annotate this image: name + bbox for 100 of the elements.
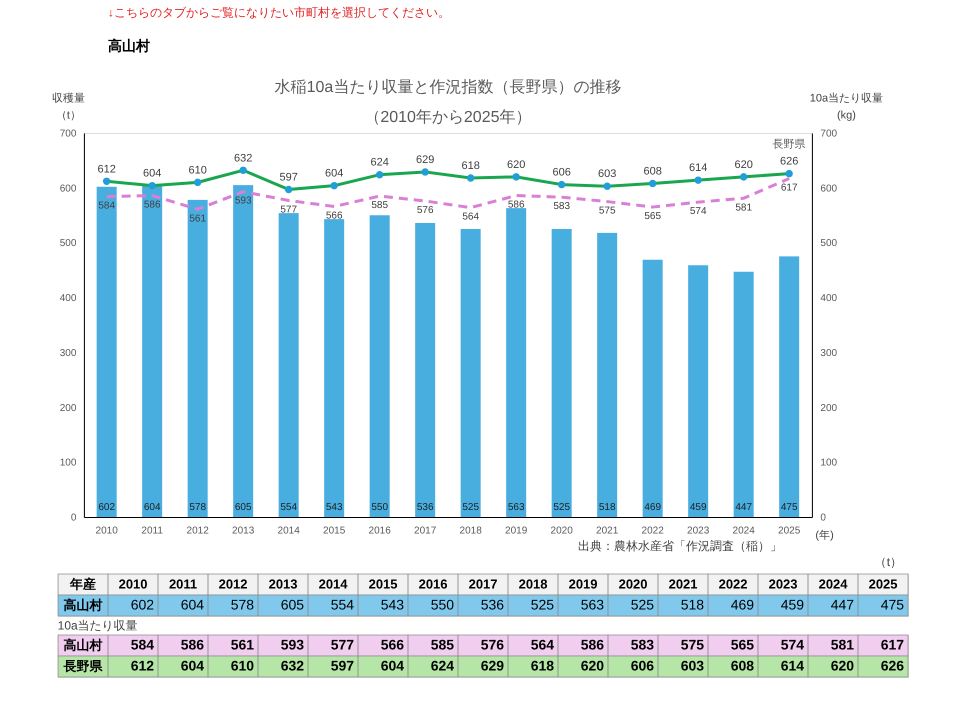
y2-tick-label: 700 [820, 128, 838, 140]
x-tick-label: 2021 [596, 526, 619, 536]
x-tick-label: 2014 [318, 576, 348, 592]
data-label: 543 [326, 502, 343, 513]
x-tick-label: 2021 [668, 576, 698, 592]
data-label: 565 [644, 211, 662, 222]
y-tick-label: 高山村 [64, 638, 103, 652]
data-label: 629 [416, 154, 434, 166]
bar [688, 265, 708, 517]
data-label: 620 [580, 658, 604, 674]
data-label: 536 [480, 596, 504, 612]
data-label: 610 [188, 164, 207, 176]
bar [142, 186, 162, 517]
x-tick-label: 2018 [518, 576, 548, 592]
x-tick-label: 2020 [618, 576, 648, 592]
y-tick-label: 200 [60, 402, 77, 414]
data-label: 578 [189, 502, 206, 513]
bar [734, 272, 754, 517]
data-label: 605 [234, 502, 252, 513]
bar [415, 222, 436, 517]
data-label: 574 [780, 636, 804, 652]
x-tick-label: 2025 [778, 526, 801, 536]
data-label: 576 [416, 205, 434, 216]
data-label: 597 [279, 172, 298, 184]
x-tick-label: 2011 [141, 526, 164, 536]
bar [552, 229, 572, 517]
bar [460, 229, 481, 517]
y-tick-label: 700 [60, 128, 77, 140]
point [694, 176, 702, 184]
data-label: 518 [598, 502, 616, 513]
data-label: 518 [680, 596, 704, 612]
point [102, 178, 110, 185]
bar [506, 208, 526, 517]
data-label: 447 [735, 502, 752, 513]
data-label: 626 [880, 658, 904, 674]
y-tick-label: 400 [60, 293, 77, 304]
bar [779, 256, 800, 517]
y2-tick-label: 100 [820, 458, 838, 469]
data-label: 536 [416, 502, 434, 513]
data-label: 565 [730, 636, 754, 652]
x-axis-title: (年) [815, 530, 834, 542]
point [239, 166, 247, 174]
text: ↓こちらのタブからご覧になりたい市町村を選択してください。 [108, 6, 450, 20]
data-label: 603 [598, 168, 616, 180]
x-tick-label: 2020 [550, 526, 574, 536]
x-tick-label: 2025 [868, 576, 898, 592]
x-tick-label: 2012 [186, 526, 210, 536]
x-tick-label: 2014 [278, 526, 300, 536]
x-tick-label: 2015 [368, 576, 398, 592]
chart-title: 水稲10a当たり収量と作況指数（長野県）の推移 [274, 78, 622, 96]
x-tick-label: 2012 [218, 576, 248, 592]
data-label: 612 [97, 163, 116, 176]
text: 長野県 [772, 138, 806, 151]
y2-tick-label: 0 [820, 512, 826, 524]
bar [188, 200, 208, 517]
x-tick-label: 2017 [414, 526, 437, 536]
data-label: 606 [552, 166, 571, 179]
data-label: 602 [130, 596, 154, 612]
y-tick-label: 100 [60, 458, 77, 469]
bar [233, 185, 254, 517]
data-label: 469 [644, 502, 662, 513]
chart-title: 10a当たり収量 [58, 618, 138, 633]
data-label: 586 [180, 636, 204, 652]
point [376, 170, 384, 178]
y2-axis-title: 10a当たり収量(kg) [810, 92, 884, 122]
data-label: 574 [690, 206, 707, 218]
data-label: 564 [530, 636, 554, 652]
data-label: 525 [462, 502, 480, 513]
x-tick-label: 2017 [468, 576, 498, 592]
data-label: 561 [189, 213, 206, 224]
chart-subtitle: （2010年から2025年） [364, 109, 532, 126]
data-label: 620 [506, 158, 526, 171]
data-label: 618 [530, 658, 554, 674]
data-label: 584 [98, 200, 116, 212]
x-tick-label: 2024 [818, 576, 848, 592]
data-label: 563 [580, 596, 604, 612]
data-label: 604 [180, 658, 204, 674]
data-label: 475 [780, 502, 798, 513]
x-tick-label: 2023 [687, 526, 710, 536]
data-label: 566 [326, 210, 343, 222]
x-tick-label: 2010 [96, 526, 118, 536]
x-tick-label: 2016 [418, 576, 448, 592]
x-tick-label: 2018 [460, 526, 482, 536]
x-tick-label: 2019 [568, 576, 598, 592]
point [512, 173, 520, 181]
data-label: 584 [130, 636, 154, 652]
x-tick-label: 2022 [642, 526, 664, 536]
y-tick-label: 高山村 [64, 598, 103, 612]
data-label: 578 [230, 596, 254, 612]
point [330, 182, 338, 190]
y-tick-label: 長野県 [62, 658, 104, 674]
point [284, 186, 292, 194]
point [194, 178, 202, 186]
data-label: 624 [430, 658, 454, 674]
data-label: 564 [462, 212, 480, 223]
data-label: 604 [180, 596, 204, 612]
data-label: 618 [461, 160, 480, 172]
x-tick-label: 2011 [168, 576, 198, 592]
y2-tick-label: 300 [820, 348, 838, 359]
data-label: 469 [730, 596, 754, 612]
